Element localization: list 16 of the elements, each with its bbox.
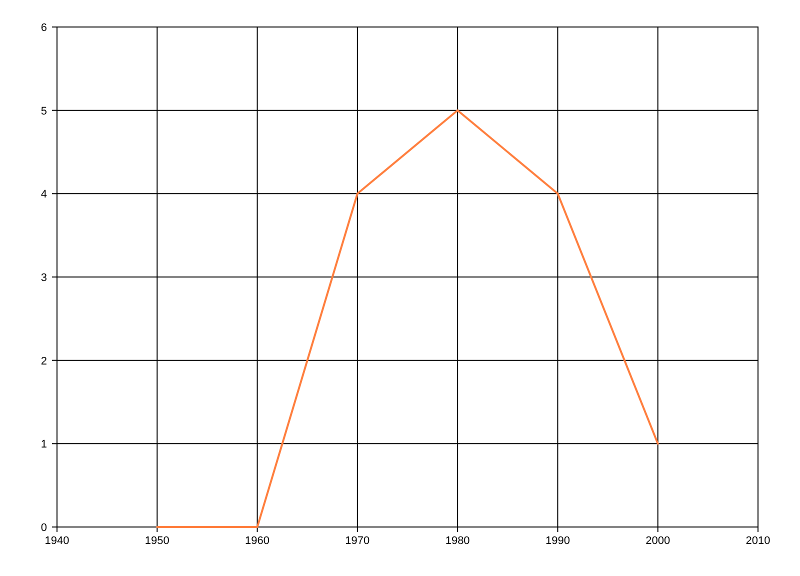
x-tick-label: 2000: [646, 535, 670, 547]
x-tick-label: 1950: [144, 535, 170, 547]
x-tick-label: 2010: [746, 535, 770, 547]
y-tick-label: 1: [40, 438, 47, 451]
x-tick-label: 1960: [245, 535, 270, 547]
y-tick-label: 6: [40, 22, 47, 34]
x-tick-label: 1940: [44, 535, 70, 547]
x-tick-label: 1980: [445, 535, 470, 547]
y-tick-label: 4: [40, 188, 47, 201]
line-series: [156, 109, 659, 528]
y-tick-label: 5: [40, 105, 47, 118]
y-tick-label: 2: [40, 355, 47, 368]
x-tick-label: 1970: [345, 535, 370, 547]
y-tick-label: 0: [40, 522, 47, 534]
y-tick-label: 3: [40, 272, 47, 284]
x-tick-label: 1990: [545, 535, 570, 547]
